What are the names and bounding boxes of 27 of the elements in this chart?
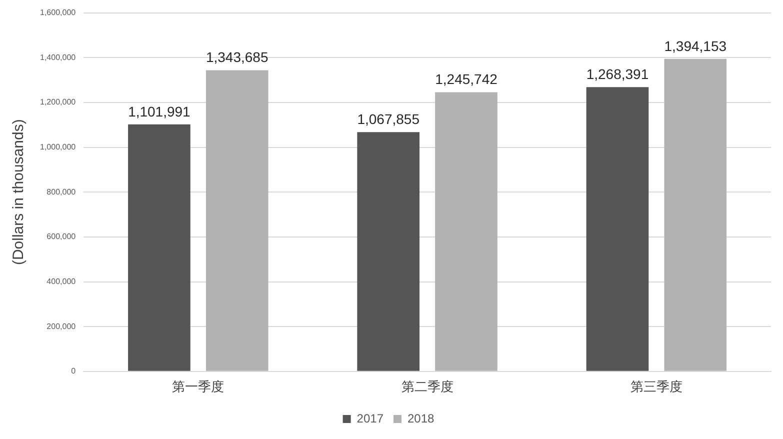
data-label: 1,268,391 bbox=[586, 66, 649, 82]
x-tick-label: 第三季度 bbox=[630, 378, 682, 394]
y-tick-label: 1,000,000 bbox=[40, 142, 76, 152]
legend-label: 2018 bbox=[408, 411, 435, 426]
y-tick-label: 600,000 bbox=[46, 232, 76, 242]
y-tick-label: 400,000 bbox=[46, 276, 76, 286]
data-label: 1,394,153 bbox=[664, 38, 727, 54]
bar bbox=[357, 132, 420, 371]
data-label: 1,101,991 bbox=[128, 103, 191, 120]
y-tick-label: 800,000 bbox=[46, 187, 76, 196]
y-tick-label: 1,400,000 bbox=[40, 52, 76, 62]
bar bbox=[206, 70, 268, 371]
y-tick-label: 1,200,000 bbox=[40, 98, 76, 107]
y-tick-label: 1,600,000 bbox=[40, 8, 76, 18]
data-label: 1,343,685 bbox=[206, 49, 268, 66]
y-tick-label: 200,000 bbox=[46, 322, 76, 331]
y-tick-label: 0 bbox=[71, 366, 76, 376]
y-axis-title: (Dollars in thousands) bbox=[10, 119, 28, 266]
x-tick-label: 第二季度 bbox=[401, 378, 454, 394]
bar bbox=[586, 87, 649, 371]
bar bbox=[664, 58, 727, 371]
bar bbox=[435, 92, 498, 371]
data-label: 1,067,855 bbox=[357, 110, 420, 127]
x-tick-label: 第一季度 bbox=[172, 378, 224, 394]
data-label: 1,245,742 bbox=[435, 71, 498, 88]
legend-label: 2017 bbox=[356, 411, 384, 426]
bar bbox=[128, 124, 190, 371]
